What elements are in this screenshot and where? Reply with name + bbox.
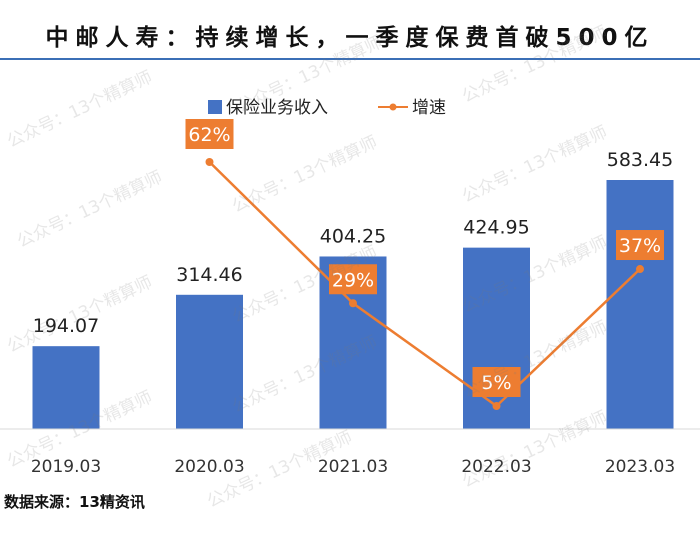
growth-value-label: 37% — [619, 235, 661, 257]
growth-label-box — [329, 264, 377, 295]
legend-label-line: 增速 — [412, 98, 446, 118]
x-tick-label: 2020.03 — [174, 457, 244, 477]
growth-value-label: 5% — [481, 372, 511, 394]
x-tick-label: 2022.03 — [461, 457, 531, 477]
bar — [463, 247, 530, 429]
legend-marker-line — [389, 103, 397, 111]
legend-label-bar: 保险业务收入 — [226, 98, 328, 118]
legend: 保险业务收入 增速 — [208, 98, 446, 118]
bar-value-label: 314.46 — [176, 264, 242, 286]
bar — [606, 180, 674, 429]
growth-line-series: 62% 29% 5% 37% — [185, 119, 664, 410]
growth-label-box — [185, 119, 234, 149]
chart-title: 中邮人寿：持续增长，一季度保费首破500亿 — [45, 25, 655, 51]
bar — [32, 346, 100, 429]
bar-value-label: 194.07 — [33, 315, 99, 337]
x-tick-label: 2019.03 — [31, 457, 101, 477]
title-divider — [0, 58, 700, 60]
growth-value-label: 62% — [188, 124, 230, 146]
bar-value-label: 404.25 — [320, 225, 386, 247]
x-tick-label: 2021.03 — [318, 457, 388, 477]
growth-label-box — [472, 367, 521, 397]
growth-point — [349, 299, 357, 308]
data-source-note: 数据来源：13精资讯 — [4, 493, 145, 511]
growth-point — [492, 402, 501, 410]
bar-value-label: 424.95 — [463, 217, 529, 239]
bar — [176, 294, 243, 429]
growth-line — [208, 161, 641, 408]
x-tick-label: 2023.03 — [605, 457, 675, 477]
legend-swatch-bar — [208, 100, 222, 114]
growth-value-label: 29% — [332, 269, 374, 291]
bar-value-label: 583.45 — [607, 149, 673, 171]
x-tick-labels: 2019.03 2020.03 2021.03 2022.03 2023.03 — [31, 457, 675, 477]
growth-point — [205, 158, 214, 166]
growth-label-box — [616, 230, 664, 261]
growth-point — [636, 265, 644, 274]
